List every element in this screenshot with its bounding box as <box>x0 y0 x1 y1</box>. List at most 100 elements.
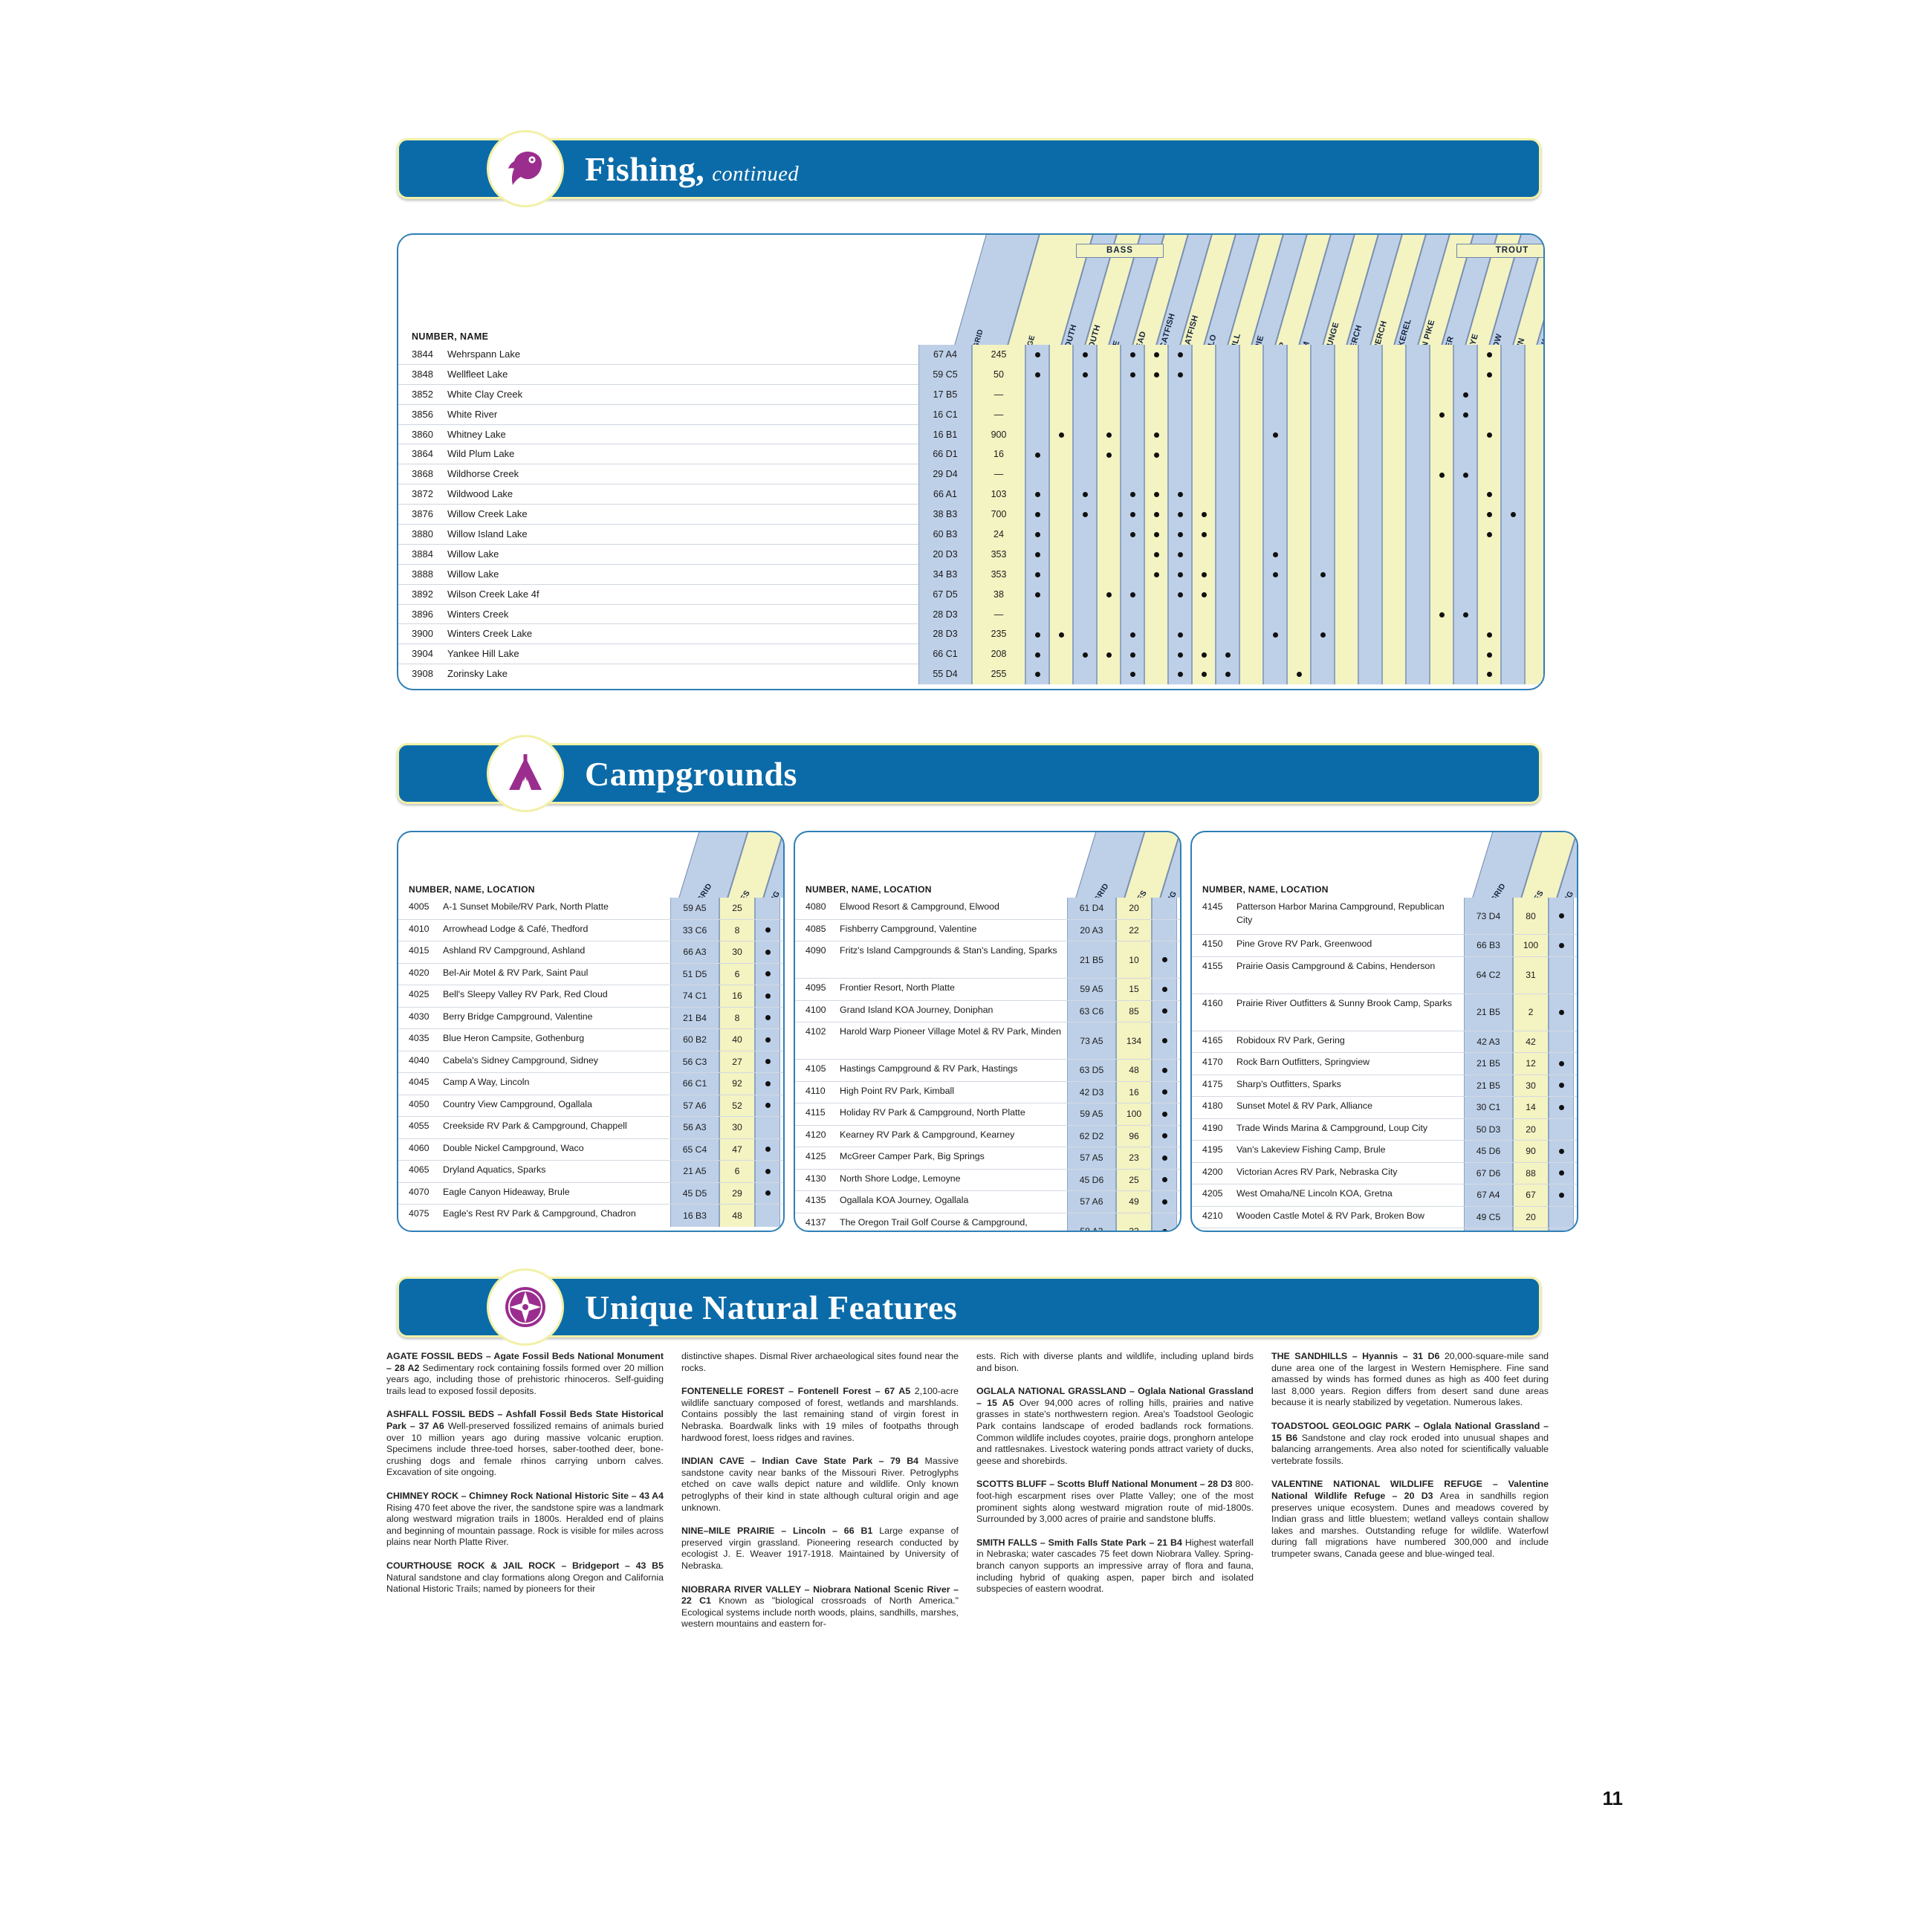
fishing-cell-species <box>1097 345 1121 365</box>
campground-cell-tenting <box>755 1073 780 1095</box>
fishing-cell-species <box>1525 364 1543 385</box>
campground-row-name: 4055 Creekside RV Park & Campground, Chap… <box>409 1121 627 1131</box>
fishing-cell-species <box>1216 464 1239 485</box>
fishing-cell-species <box>1239 564 1263 585</box>
campground-row-name: 4135 Ogallala KOA Journey, Ogallala <box>805 1195 969 1205</box>
table-row: 4115 Holiday RV Park & Campground, North … <box>795 1103 1180 1126</box>
fishing-cell-species <box>1049 444 1073 465</box>
fishing-cell-species <box>1358 544 1382 565</box>
campgrounds-table-1-body: 4005 A-1 Sunset Mobile/RV Park, North Pla… <box>398 898 783 1227</box>
fishing-col-label: ACREAGE <box>1019 334 1037 345</box>
fishing-cell-species <box>1144 584 1168 605</box>
fishing-cell-species <box>1358 484 1382 505</box>
fishing-cell-species <box>1430 644 1453 665</box>
tenting-dot-icon <box>1558 913 1564 918</box>
availability-dot-icon <box>1082 352 1088 358</box>
fishing-cell-grid: 20 D3 <box>918 544 972 565</box>
fishing-cell-species <box>1406 345 1430 365</box>
campground-cell-tenting <box>755 919 780 941</box>
availability-dot-icon <box>1201 652 1207 658</box>
tenting-dot-icon <box>1161 1038 1167 1043</box>
fishing-cell-species <box>1144 404 1168 425</box>
availability-dot-icon <box>1439 612 1445 617</box>
fishing-cell-species <box>1453 444 1477 465</box>
fish-icon <box>487 130 564 207</box>
campground-cell-tenting <box>755 1051 780 1072</box>
fishing-cell-species <box>1049 384 1073 405</box>
tenting-dot-icon <box>765 1147 771 1153</box>
campground-cell-rv-sites: 29 <box>719 1182 755 1204</box>
campground-cell-rv-sites: 92 <box>719 1073 755 1095</box>
table-row: 4005 A-1 Sunset Mobile/RV Park, North Pla… <box>398 898 783 920</box>
campground-cell-rv-sites: 33 <box>1116 1213 1152 1231</box>
fishing-cell-acreage: 353 <box>972 544 1025 565</box>
fishing-cell-species <box>1453 584 1477 605</box>
fishing-cell-species <box>1453 364 1477 385</box>
fishing-cell-species <box>1335 364 1358 385</box>
tenting-dot-icon <box>1558 1009 1564 1015</box>
section-title-unique-natural-features: Unique Natural Features <box>585 1288 958 1326</box>
campground-cell-tenting <box>1549 1184 1574 1206</box>
availability-dot-icon <box>1177 672 1183 678</box>
fishing-cell-species <box>1406 444 1430 465</box>
campground-cell-tenting <box>755 898 780 919</box>
fishing-cell-species <box>1144 664 1168 685</box>
availability-dot-icon <box>1129 492 1135 498</box>
availability-dot-icon <box>1320 632 1326 638</box>
fishing-cell-species <box>1263 484 1287 505</box>
fishing-cell-species <box>1097 644 1121 665</box>
campground-cell-tenting <box>1549 898 1574 934</box>
tenting-dot-icon <box>1558 942 1564 948</box>
fishing-cell-grid: 67 D5 <box>918 584 972 605</box>
campground-cell-grid: 74 C1 <box>670 985 719 1007</box>
fishing-cell-species <box>1263 624 1287 645</box>
table-row: 3900 Winters Creek Lake 28 D3 235 <box>398 624 1543 645</box>
tenting-dot-icon <box>1161 1089 1167 1095</box>
fishing-cell-species <box>1382 644 1406 665</box>
unf-entry-body: 2,100-acre wildlife sanctuary composed o… <box>681 1386 959 1443</box>
unf-entry-title: SCOTTS BLUFF – Scotts Bluff National Mon… <box>976 1479 1236 1490</box>
fishing-cell-species <box>1097 364 1121 385</box>
fishing-cell-species <box>1073 444 1097 465</box>
fishing-cell-species <box>1192 624 1216 645</box>
fishing-row-name: 3896 Winters Creek <box>412 608 509 620</box>
fishing-cell-species <box>1121 464 1144 485</box>
campground-cell-grid: 42 D3 <box>1067 1081 1116 1103</box>
fishing-cell-species <box>1382 584 1406 605</box>
unf-entry-body: ests. Rich with diverse plants and wildl… <box>976 1351 1254 1373</box>
campground-cell-rv-sites: 25 <box>1116 1169 1152 1190</box>
table-row: 4085 Fishberry Campground, Valentine 20 A3… <box>795 919 1180 941</box>
fishing-cell-species <box>1073 624 1097 645</box>
fishing-cell-species <box>1216 564 1239 585</box>
tenting-dot-icon <box>765 971 771 977</box>
campground-row-name: 4045 Camp A Way, Lincoln <box>409 1077 530 1087</box>
fishing-cell-species <box>1335 484 1358 505</box>
campground-cell-grid: 59 A5 <box>670 898 719 919</box>
fishing-cell-species <box>1382 444 1406 465</box>
campground-cell-rv-sites: 100 <box>1116 1103 1152 1125</box>
fishing-cell-species <box>1287 464 1311 485</box>
fishing-cell-species <box>1311 584 1335 605</box>
availability-dot-icon <box>1486 652 1492 658</box>
fishing-cell-species <box>1430 544 1453 565</box>
fishing-cell-species <box>1121 364 1144 385</box>
campground-row-name: 4065 Dryland Aquatics, Sparks <box>409 1164 546 1175</box>
fishing-cell-species <box>1025 424 1049 445</box>
fishing-cell-species <box>1073 525 1097 545</box>
table-row: 4180 Sunset Motel & RV Park, Alliance 30 C… <box>1192 1097 1577 1119</box>
fishing-cell-species <box>1525 584 1543 605</box>
table-row: 4102 Harold Warp Pioneer Village Motel & … <box>795 1022 1180 1060</box>
fishing-cell-species <box>1097 404 1121 425</box>
table-row: 4200 Victorian Acres RV Park, Nebraska Ci… <box>1192 1162 1577 1184</box>
availability-dot-icon <box>1082 652 1088 658</box>
unf-column: THE SANDHILLS – Hyannis – 31 D6 20,000-s… <box>1271 1351 1549 1642</box>
unf-column: ests. Rich with diverse plants and wildl… <box>976 1351 1254 1642</box>
campground-cell-grid: 42 A3 <box>1464 1031 1513 1052</box>
availability-dot-icon <box>1462 612 1468 617</box>
fishing-cell-species <box>1406 424 1430 445</box>
fishing-cell-species <box>1525 644 1543 665</box>
fishing-cell-species <box>1335 604 1358 625</box>
fishing-cell-species <box>1311 664 1335 685</box>
fishing-cell-species <box>1501 384 1525 405</box>
fishing-cell-species <box>1073 644 1097 665</box>
